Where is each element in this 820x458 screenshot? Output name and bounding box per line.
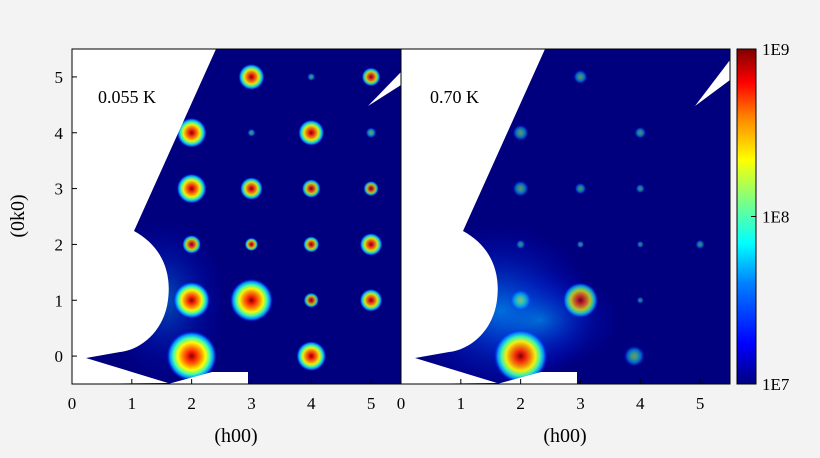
bragg-peak: [363, 180, 379, 197]
bragg-peak: [244, 237, 259, 252]
panel-right-blank-corner: [695, 60, 730, 106]
bragg-peak: [238, 63, 265, 91]
bragg-peak: [512, 124, 529, 141]
x-tick-label: 4: [307, 394, 316, 413]
bragg-peak: [173, 281, 211, 319]
panel-right-frame: [400, 48, 731, 385]
peaks-right: [493, 69, 705, 384]
x-tick-label: 5: [696, 394, 705, 413]
panel-left-annotation: 0.055 K: [98, 87, 156, 107]
panel-left-blank-bottom: [168, 372, 248, 384]
bragg-peak: [182, 235, 202, 254]
x-tick-label: 4: [636, 394, 645, 413]
x-tick-label: 2: [187, 394, 196, 413]
bragg-peak: [574, 182, 587, 195]
y-tick-label: 4: [55, 124, 64, 143]
bragg-peak: [512, 180, 529, 197]
bragg-peak: [493, 329, 548, 384]
y-tick-label: 5: [55, 68, 64, 87]
bragg-peak: [509, 288, 533, 312]
bragg-peak: [636, 240, 644, 249]
bragg-peak: [247, 128, 256, 137]
colorbar-tick-label: 1E7: [762, 375, 790, 394]
y-tick-label: 2: [55, 235, 64, 254]
colorbar: 1E9 1E8 1E7: [736, 40, 790, 394]
bragg-peak: [240, 177, 263, 200]
bragg-peak: [361, 67, 381, 87]
bragg-peak: [301, 179, 321, 198]
y-tick-label: 0: [55, 347, 64, 366]
bragg-peak: [298, 119, 325, 146]
x-tick-label: 0: [397, 394, 406, 413]
colorbar-tick-label: 1E9: [762, 40, 789, 59]
x-tick-label: 5: [367, 394, 376, 413]
x-axis-right: 0 1 2 3 4 5: [397, 379, 705, 413]
bragg-peak: [623, 345, 645, 367]
panel-right-annotation: 0.70 K: [430, 87, 479, 107]
bragg-peak: [296, 341, 327, 372]
bragg-peak: [636, 296, 644, 304]
bragg-peak: [562, 282, 599, 318]
bragg-peak: [307, 72, 316, 82]
x-axis-left: 0 1 2 3 4 5: [68, 379, 376, 413]
x-tick-label: 3: [576, 394, 585, 413]
x-tick-label: 3: [247, 394, 256, 413]
x-tick-label: 1: [128, 394, 137, 413]
bragg-peak: [573, 69, 588, 85]
bragg-peak: [359, 233, 383, 256]
y-axis-label: (0k0): [7, 194, 29, 237]
colorbar-ticks: 1E9 1E8 1E7: [751, 40, 790, 394]
y-tick-label: 1: [55, 291, 64, 310]
x-axis-label-right: (h00): [543, 425, 586, 447]
panel-right-blank-region: [401, 49, 545, 384]
x-tick-label: 1: [457, 394, 466, 413]
panel-left-blank-region: [72, 49, 216, 384]
bragg-peak: [229, 278, 274, 322]
x-tick-label: 0: [68, 394, 77, 413]
panel-left-blank-corner: [368, 72, 401, 106]
panel-left: 0.055 K: [71, 48, 402, 385]
bragg-peak: [176, 117, 207, 148]
bragg-peak: [303, 292, 319, 308]
bragg-peak: [515, 239, 526, 250]
bragg-peak: [303, 236, 320, 253]
bragg-peak: [635, 183, 645, 194]
bragg-peak: [176, 173, 207, 204]
bragg-peak: [166, 330, 217, 382]
y-axis: 0 1 2 3 4 5: [55, 68, 77, 366]
bragg-peak: [634, 126, 647, 139]
peaks-left: [166, 63, 383, 382]
x-axis-label-left: (h00): [214, 425, 257, 447]
panel-right-blank-bottom: [497, 372, 577, 384]
bragg-peak: [365, 127, 377, 139]
panel-right: 0.70 K: [400, 48, 731, 385]
colorbar-tick-label: 1E8: [762, 208, 789, 227]
y-tick-label: 3: [55, 180, 64, 199]
bragg-peak: [695, 239, 705, 250]
x-tick-label: 2: [516, 394, 525, 413]
bragg-peak: [576, 240, 585, 249]
bragg-peak: [359, 288, 383, 312]
